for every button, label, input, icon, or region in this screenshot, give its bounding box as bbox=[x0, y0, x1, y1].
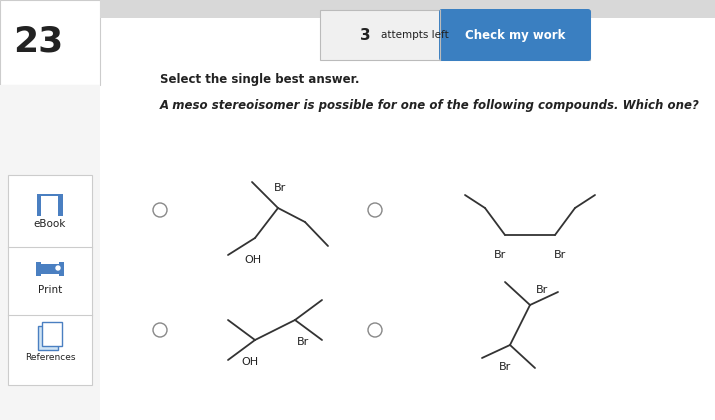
Text: A meso stereoisomer is possible for one of the following compounds. Which one?: A meso stereoisomer is possible for one … bbox=[160, 99, 700, 111]
FancyBboxPatch shape bbox=[0, 0, 100, 85]
Text: 23: 23 bbox=[13, 25, 63, 59]
FancyBboxPatch shape bbox=[41, 255, 59, 264]
Text: Br: Br bbox=[554, 250, 566, 260]
FancyBboxPatch shape bbox=[0, 85, 100, 420]
FancyBboxPatch shape bbox=[320, 10, 590, 60]
FancyBboxPatch shape bbox=[40, 196, 58, 216]
FancyBboxPatch shape bbox=[37, 194, 41, 216]
Text: Print: Print bbox=[38, 285, 62, 295]
FancyBboxPatch shape bbox=[36, 262, 64, 276]
Text: 3: 3 bbox=[360, 27, 370, 42]
Text: attempts left: attempts left bbox=[381, 30, 449, 40]
Text: Select the single best answer.: Select the single best answer. bbox=[160, 74, 360, 87]
Text: References: References bbox=[25, 354, 75, 362]
FancyBboxPatch shape bbox=[37, 194, 63, 216]
FancyBboxPatch shape bbox=[42, 322, 62, 346]
FancyBboxPatch shape bbox=[41, 274, 59, 281]
Text: eBook: eBook bbox=[34, 219, 66, 229]
Text: Br: Br bbox=[274, 183, 286, 193]
FancyBboxPatch shape bbox=[100, 0, 715, 18]
Circle shape bbox=[56, 266, 60, 270]
FancyBboxPatch shape bbox=[38, 326, 58, 350]
Text: Br: Br bbox=[297, 337, 309, 347]
FancyBboxPatch shape bbox=[439, 9, 591, 61]
Text: Check my work: Check my work bbox=[465, 29, 565, 42]
Text: OH: OH bbox=[245, 255, 262, 265]
Text: OH: OH bbox=[242, 357, 259, 367]
Text: Br: Br bbox=[499, 362, 511, 372]
FancyBboxPatch shape bbox=[8, 175, 92, 385]
Text: Br: Br bbox=[494, 250, 506, 260]
Text: Br: Br bbox=[536, 285, 548, 295]
